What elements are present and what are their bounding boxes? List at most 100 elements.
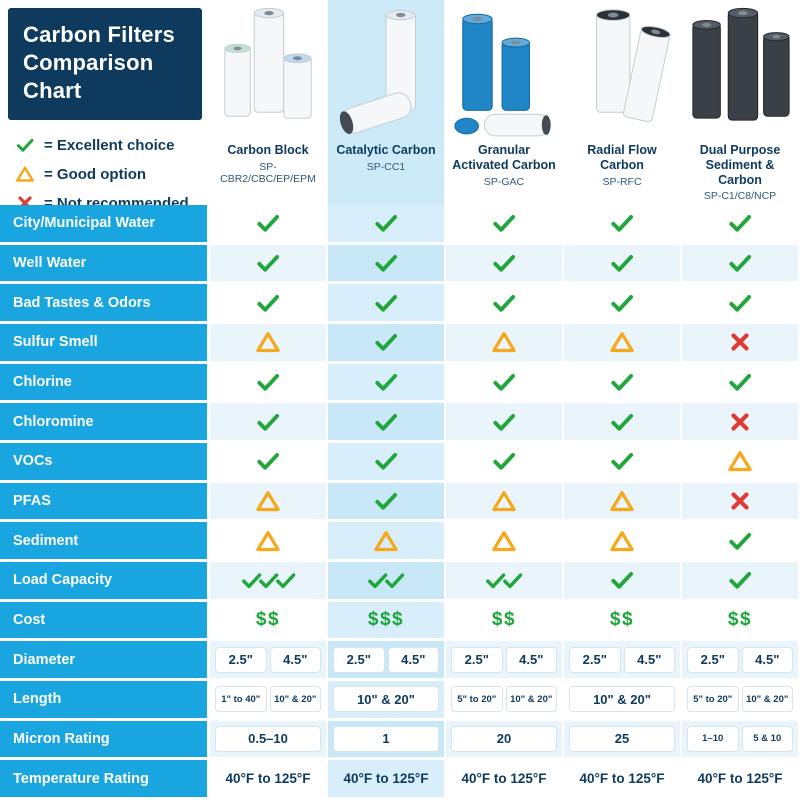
spec-box: 4.5" <box>387 646 439 673</box>
triangle-icon-wrap <box>491 329 517 355</box>
check-icon <box>611 373 634 391</box>
product-name-dual-purpose-sediment-carbon: Dual Purpose Sediment & Carbon <box>699 143 781 187</box>
cell-micron-rating-carbon-block: 0.5–10 <box>210 720 328 761</box>
cell-sediment-catalytic-carbon <box>328 522 446 562</box>
triangle-icon-wrap <box>491 528 517 554</box>
spec-text: 40°F to 125°F <box>225 771 311 787</box>
check-icon <box>257 373 280 391</box>
check-icon <box>611 215 634 232</box>
check-icon <box>611 254 634 272</box>
spec-box: 1–10 <box>687 725 739 752</box>
row-label-chlorine: Chlorine <box>0 363 210 404</box>
cell-temperature-rating-carbon-block: 40°F to 125°F <box>210 760 328 800</box>
spec-box: 2.5" <box>569 646 621 673</box>
check-icon <box>375 492 398 510</box>
spec-box: 10" & 20" <box>741 686 793 713</box>
spec-box: 5 & 10 <box>741 725 793 752</box>
product-name-carbon-block: Carbon Block <box>227 143 309 157</box>
spec-box: 0.5–10 <box>215 725 321 752</box>
spec-box: 10" & 20" <box>269 686 321 713</box>
triangle-icon <box>16 166 34 183</box>
check-icon-wrap <box>373 369 399 395</box>
table-row-sediment: Sediment <box>0 522 800 562</box>
cost-value: $$ <box>727 608 753 630</box>
table-row-pfas: PFAS <box>0 482 800 523</box>
row-label-chloromine: Chloromine <box>0 403 210 443</box>
cost-value: $$$ <box>367 608 405 630</box>
cross-icon-wrap <box>727 409 753 435</box>
column-header-carbon-block: Carbon Block SP-CBR2/CBC/EP/EPM <box>210 0 328 205</box>
spec-box: 4.5" <box>623 646 675 673</box>
cell-load-capacity-catalytic-carbon <box>328 561 446 602</box>
cell-length-catalytic-carbon: 10" & 20" <box>328 680 446 721</box>
row-label-city-municipal-water: City/Municipal Water <box>0 205 210 245</box>
legend-label-triangle: = Good option <box>44 165 147 183</box>
product-name-catalytic-carbon: Catalytic Carbon <box>336 143 436 157</box>
cell-load-capacity-granular-activated-carbon <box>446 561 564 602</box>
check-icon <box>16 139 34 153</box>
column-header-catalytic-carbon: Catalytic Carbon SP-CC1 <box>328 0 446 205</box>
row-label-diameter: Diameter <box>0 641 210 681</box>
check-icon <box>257 413 280 431</box>
triangle-icon-wrap <box>15 164 35 184</box>
legend-item-triangle: = Good option <box>15 164 202 184</box>
check-icon <box>611 453 634 470</box>
check-icon-wrap <box>491 409 517 435</box>
check-icon-wrap <box>15 135 35 155</box>
triangle-icon <box>374 530 398 551</box>
spec-box: 4.5" <box>269 646 321 673</box>
cell-bad-tastes-odors-granular-activated-carbon <box>446 284 564 324</box>
cell-chlorine-carbon-block <box>210 363 328 404</box>
cell-temperature-rating-catalytic-carbon: 40°F to 125°F <box>328 760 446 800</box>
cell-vocs-granular-activated-carbon <box>446 442 564 483</box>
check-icon <box>493 254 516 272</box>
check-icon-wrap <box>255 210 281 236</box>
dual-purpose-sediment-carbon-image <box>685 0 795 140</box>
row-label-micron-rating: Micron Rating <box>0 720 210 761</box>
spec-box: 2.5" <box>333 646 385 673</box>
cell-well-water-dual-purpose-sediment-carbon <box>682 244 800 285</box>
cross-icon <box>731 492 749 510</box>
check-icon-wrap <box>491 369 517 395</box>
granular-activated-carbon-illustration <box>454 13 551 137</box>
product-name-granular-activated-carbon: Granular Activated Carbon <box>452 143 556 172</box>
cell-chloromine-carbon-block <box>210 403 328 443</box>
cell-diameter-carbon-block: 2.5" 4.5" <box>210 641 328 681</box>
product-name-radial-flow-carbon: Radial Flow Carbon <box>587 143 657 172</box>
product-model-sp-gac: SP-GAC <box>483 175 525 188</box>
cross-icon-wrap <box>727 488 753 514</box>
check-icon-wrap <box>727 250 753 276</box>
cell-diameter-dual-purpose-sediment-carbon: 2.5" 4.5" <box>682 641 800 681</box>
check-icon-wrap <box>373 250 399 276</box>
cell-well-water-carbon-block <box>210 244 328 285</box>
comparison-table-body: City/Municipal Water Well Water Bad Tastes… <box>0 205 800 800</box>
cell-chlorine-catalytic-carbon <box>328 363 446 404</box>
spec-box: 10" & 20" <box>505 686 557 713</box>
triangle-icon-wrap <box>609 488 635 514</box>
check-icon <box>493 373 516 391</box>
cell-temperature-rating-granular-activated-carbon: 40°F to 125°F <box>446 760 564 800</box>
cell-chloromine-catalytic-carbon <box>328 403 446 443</box>
table-row-vocs: VOCs <box>0 442 800 483</box>
check-icon <box>257 453 280 470</box>
check-icon-wrap <box>609 369 635 395</box>
header-corner: Carbon Filters Comparison Chart = Excell… <box>0 0 210 212</box>
check-icon-wrap <box>255 369 281 395</box>
cell-load-capacity-carbon-block <box>210 561 328 602</box>
cross-icon <box>731 333 749 351</box>
check-icon <box>493 294 516 312</box>
check-icon-wrap <box>609 448 635 474</box>
spec-box: 20 <box>451 725 557 752</box>
cell-chloromine-granular-activated-carbon <box>446 403 564 443</box>
cell-length-carbon-block: 1" to 40" 10" & 20" <box>210 680 328 721</box>
cell-sediment-granular-activated-carbon <box>446 522 564 562</box>
cell-chlorine-dual-purpose-sediment-carbon <box>682 363 800 404</box>
check-icon <box>493 413 516 431</box>
triangle-icon <box>256 530 280 551</box>
cell-bad-tastes-odors-catalytic-carbon <box>328 284 446 324</box>
table-row-chlorine: Chlorine <box>0 363 800 404</box>
check-icon-wrap <box>609 567 635 593</box>
check-icon <box>257 254 280 272</box>
cell-sediment-radial-flow-carbon <box>564 522 682 562</box>
check-icon-wrap <box>609 210 635 236</box>
